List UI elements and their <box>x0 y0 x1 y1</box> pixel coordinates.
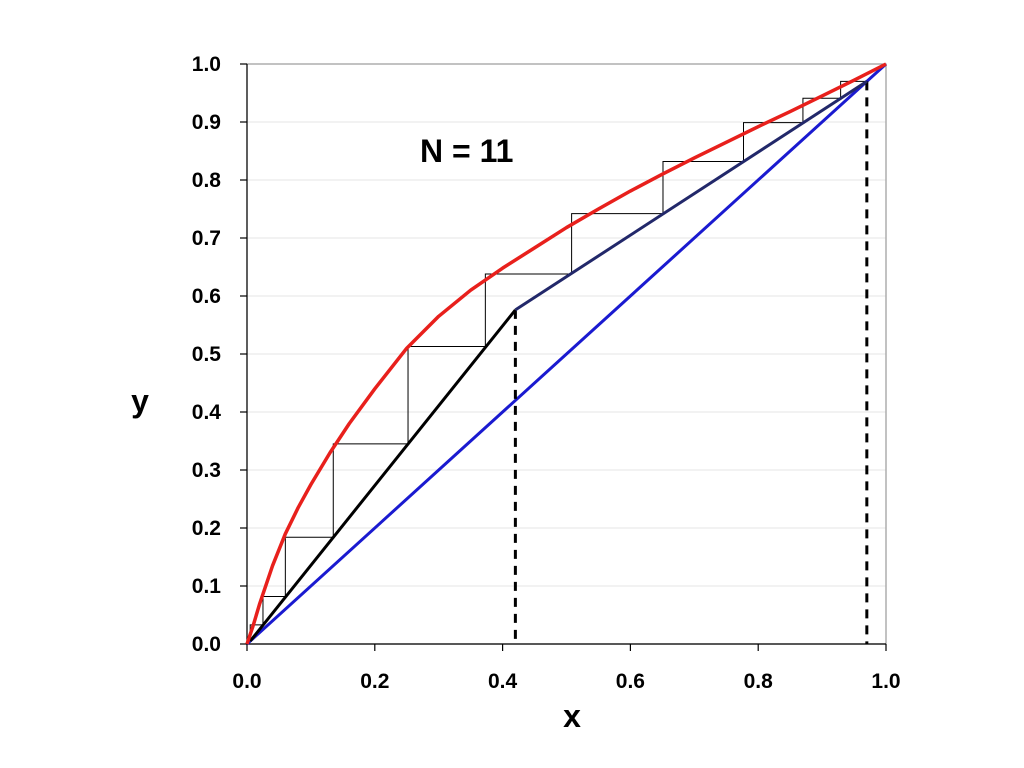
y-tick-label: 1.0 <box>192 53 221 76</box>
y-tick-label: 0.4 <box>192 401 222 424</box>
x-tick-label: 1.0 <box>871 670 900 693</box>
x-tick-label: 0.8 <box>744 670 774 693</box>
stripping-operating-line <box>249 308 517 643</box>
y-tick-label: 0.0 <box>192 633 221 656</box>
x-axis-title: x <box>563 698 581 734</box>
x-axis: 0.0 0.2 0.4 0.6 0.8 1.0 <box>232 643 901 693</box>
series-layer <box>245 62 888 646</box>
x-tick-label: 0.4 <box>488 670 518 693</box>
y-tick-label: 0.5 <box>192 343 222 366</box>
stage-steps <box>249 80 867 642</box>
y-tick-label: 0.1 <box>192 575 222 598</box>
rectifying-operating-line <box>514 80 868 312</box>
y-tick-label: 0.9 <box>192 111 221 134</box>
x-tick-label: 0.6 <box>616 670 645 693</box>
y-axis: 0.0 0.1 0.2 0.3 0.4 0.5 0.6 0.7 0.8 0.9 1.0 <box>192 53 248 656</box>
x-tick-label: 0.2 <box>360 670 389 693</box>
y-tick-label: 0.8 <box>192 169 222 192</box>
stage-count-annotation: N = 11 <box>420 133 513 169</box>
y-tick-label: 0.2 <box>192 517 221 540</box>
y-tick-label: 0.7 <box>192 227 221 250</box>
y-axis-title: y <box>131 383 149 419</box>
equilibrium-curve <box>245 62 887 645</box>
y-tick-label: 0.3 <box>192 459 221 482</box>
y-tick-label: 0.6 <box>192 285 221 308</box>
x-tick-label: 0.0 <box>232 670 261 693</box>
diagonal-line <box>245 62 888 646</box>
